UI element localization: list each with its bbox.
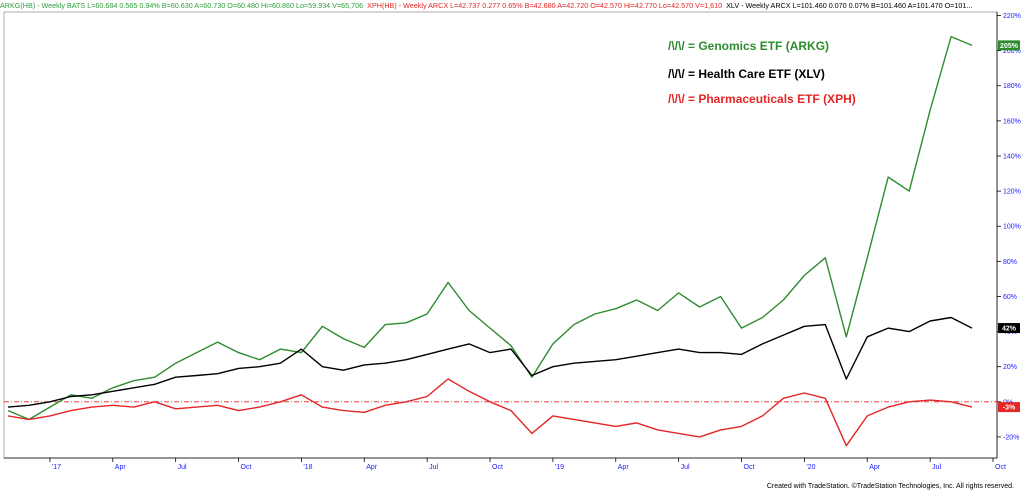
series-line	[7, 316, 973, 408]
last-value-labels: 205% 42% -3%	[998, 40, 1020, 413]
y-tick-label: 120%	[1003, 189, 1021, 196]
legend: /\/\/ = Genomics ETF (ARKG) /\/\/ = Healt…	[668, 39, 856, 106]
legend-entry: /\/\/ = Health Care ETF (XLV)	[668, 67, 825, 81]
y-tick-label: 140%	[1003, 153, 1021, 160]
x-tick-label: Jul	[429, 464, 438, 471]
series-line	[7, 35, 973, 421]
last-value-label: 205%	[1000, 43, 1019, 50]
x-tick-label: Oct	[492, 464, 503, 471]
quote-xlv: XLV - Weekly ARCX L=101.460 0.070 0.07% …	[726, 1, 973, 10]
x-tick-label: Apr	[115, 464, 127, 471]
x-tick-label: Jul	[681, 464, 690, 471]
x-tick-label: Jul	[932, 464, 941, 471]
y-tick-label: 60%	[1003, 294, 1017, 301]
last-value-tag	[998, 323, 1020, 334]
y-tick-label: 20%	[1003, 364, 1017, 371]
x-tick-label: Oct	[241, 464, 252, 471]
y-tick-label: 160%	[1003, 118, 1021, 125]
x-tick-label: Oct	[995, 464, 1006, 471]
x-tick-label: Apr	[869, 464, 881, 471]
last-value-tag	[998, 40, 1020, 51]
last-value-tag	[998, 402, 1020, 413]
legend-entry: /\/\/ = Genomics ETF (ARKG)	[668, 39, 829, 53]
x-tick-label: Apr	[618, 464, 630, 471]
y-tick-label: 80%	[1003, 259, 1017, 266]
series-line	[7, 378, 973, 447]
series-lines	[7, 35, 973, 447]
last-value-label: -3%	[1003, 405, 1016, 412]
y-tick-label: 180%	[1003, 83, 1021, 90]
quote-header: ARKG(HB) - Weekly BATS L=60.684 0.565 0.…	[0, 0, 1024, 12]
x-tick-label: '17	[52, 464, 61, 471]
x-axis: '17 Apr Jul Oct '18 Apr Jul Oct '19 Apr Jul Oct '20 A…	[49, 458, 1006, 471]
y-tick-label: 100%	[1003, 224, 1021, 231]
y-tick-label: 200%	[1003, 48, 1021, 55]
quote-arkg: ARKG(HB) - Weekly BATS L=60.684 0.565 0.…	[0, 1, 364, 10]
x-tick-label: '20	[806, 464, 815, 471]
x-tick-label: Jul	[178, 464, 187, 471]
y-tick-label: -20%	[1003, 434, 1019, 441]
legend-entry: /\/\/ = Pharmaceuticals ETF (XPH)	[668, 92, 856, 106]
last-value-label: 42%	[1002, 326, 1017, 333]
y-axis: -20%0%20%40%60%80%100%120%140%160%180%20…	[997, 13, 1021, 441]
x-tick-label: '18	[303, 464, 312, 471]
footer-copyright: Created with TradeStation. ©TradeStation…	[766, 483, 1014, 490]
x-tick-label: '19	[555, 464, 564, 471]
x-tick-label: Oct	[744, 464, 755, 471]
quote-xph: XPH(HB) - Weekly ARCX L=42.737 0.277 0.6…	[367, 1, 723, 10]
x-tick-label: Apr	[366, 464, 378, 471]
plot-frame	[3, 11, 998, 459]
y-tick-label: 220%	[1003, 13, 1021, 20]
